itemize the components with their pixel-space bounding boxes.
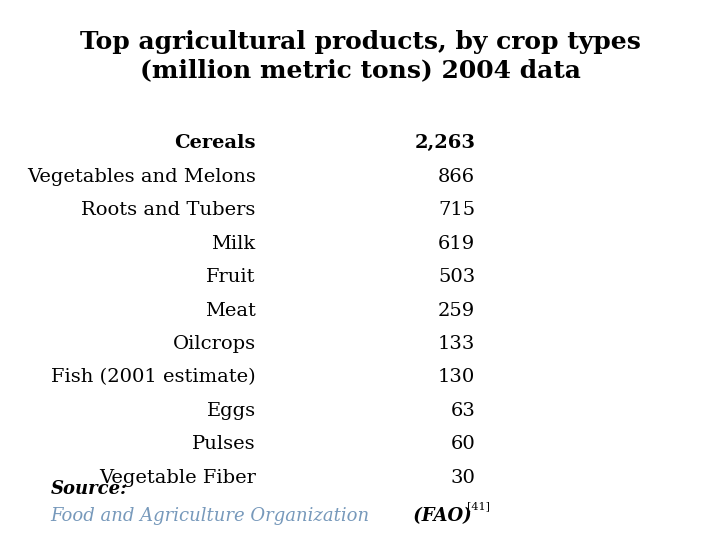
Text: 130: 130 [438,368,475,387]
Text: 63: 63 [450,402,475,420]
Text: Fruit: Fruit [206,268,256,286]
Text: Food and Agriculture Organization: Food and Agriculture Organization [50,507,369,525]
Text: Roots and Tubers: Roots and Tubers [81,201,256,219]
Text: 60: 60 [451,435,475,454]
Text: 133: 133 [438,335,475,353]
Text: (FAO): (FAO) [407,507,472,525]
Text: 259: 259 [438,301,475,320]
Text: Oilcrops: Oilcrops [173,335,256,353]
Text: Eggs: Eggs [207,402,256,420]
Text: Fish (2001 estimate): Fish (2001 estimate) [51,368,256,387]
Text: 866: 866 [438,167,475,186]
Text: 715: 715 [438,201,475,219]
Text: 619: 619 [438,234,475,253]
Text: 2,263: 2,263 [414,134,475,152]
Text: 503: 503 [438,268,475,286]
Text: Milk: Milk [212,234,256,253]
Text: Pulses: Pulses [192,435,256,454]
Text: [41]: [41] [467,501,490,511]
Text: Cereals: Cereals [174,134,256,152]
Text: Vegetable Fiber: Vegetable Fiber [99,469,256,487]
Text: Top agricultural products, by crop types
(million metric tons) 2004 data: Top agricultural products, by crop types… [80,30,640,83]
Text: Vegetables and Melons: Vegetables and Melons [27,167,256,186]
Text: 30: 30 [450,469,475,487]
Text: Source:: Source: [50,480,127,498]
Text: Meat: Meat [204,301,256,320]
